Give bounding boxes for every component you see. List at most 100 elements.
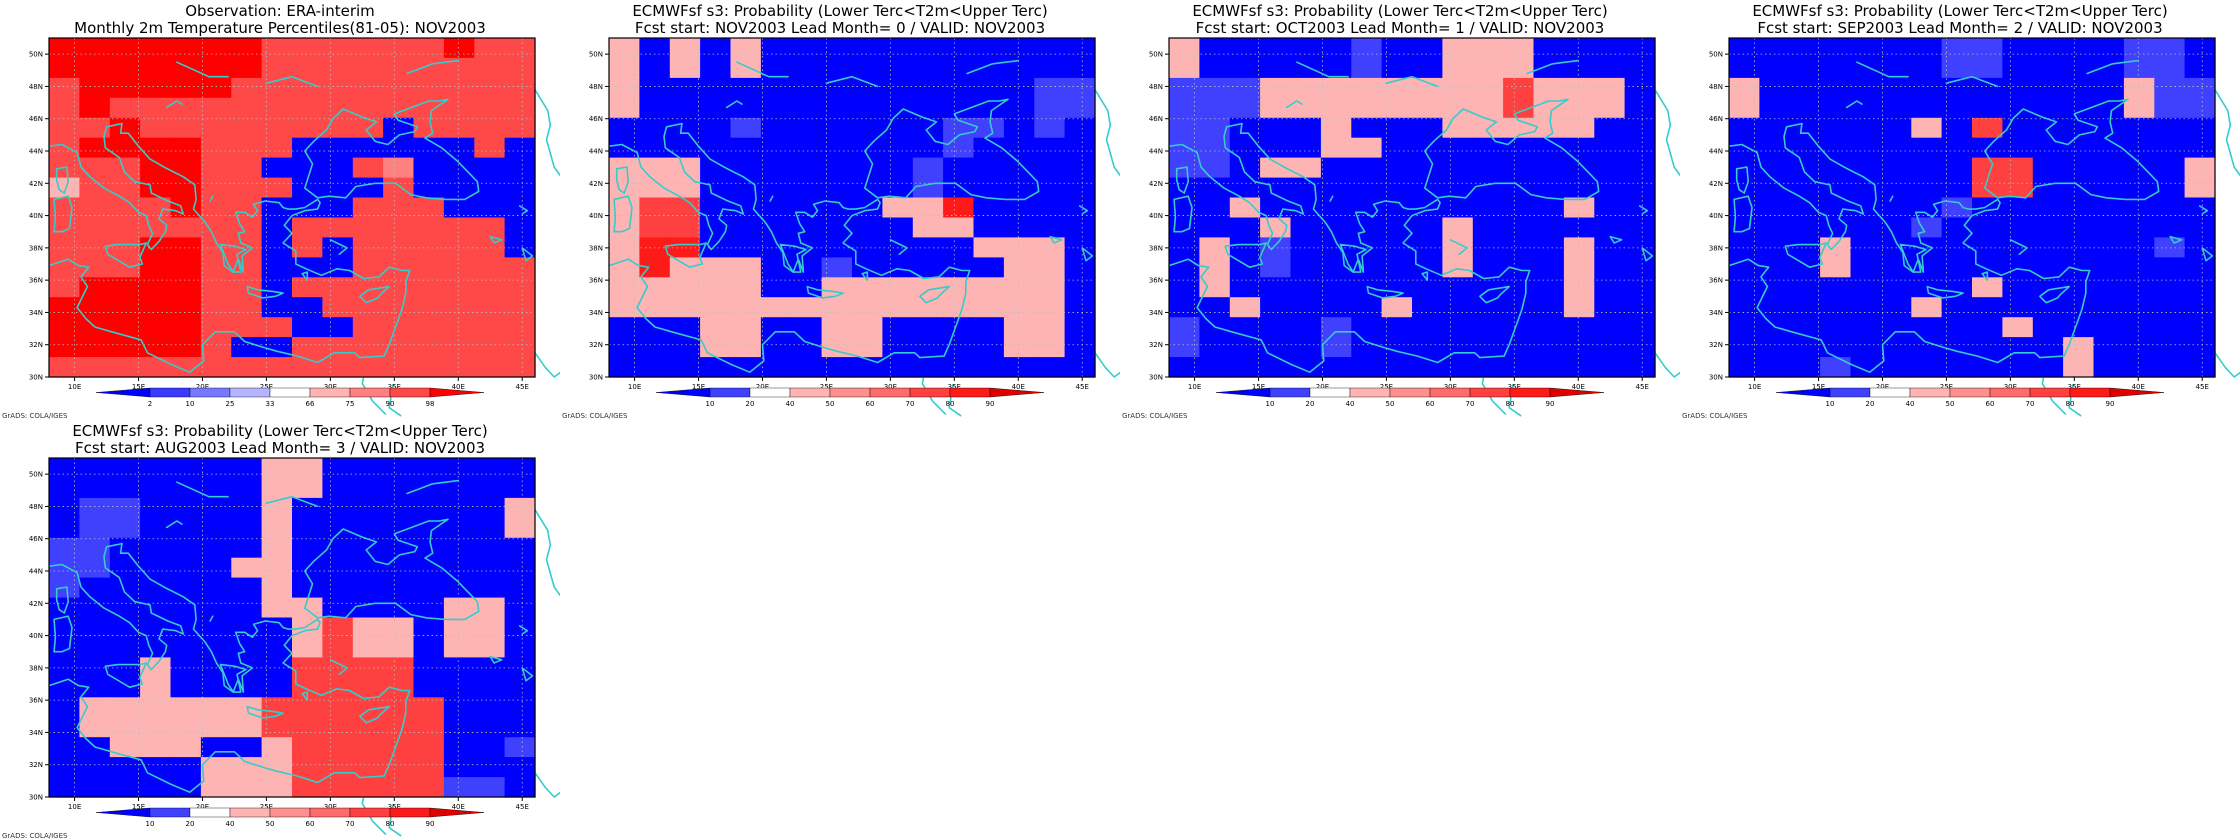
grid-cell (109, 137, 141, 159)
grid-cell (474, 517, 506, 539)
grid-cell (1820, 197, 1852, 218)
coastline-segment (534, 508, 560, 597)
grid-cell (1003, 197, 1035, 218)
coastline-segment (1733, 195, 1753, 233)
plot-frame (1168, 37, 1656, 378)
grid-cell (700, 57, 732, 79)
grid-cell (2032, 337, 2064, 358)
grid-cell (79, 177, 111, 199)
grid-cell (109, 97, 141, 119)
grid-cell (1624, 157, 1656, 179)
grid-cell (170, 337, 202, 358)
grads-watermark: GrADS: COLA/IGES (2, 412, 68, 420)
grid-cell (474, 197, 506, 218)
coastline-segment (1224, 242, 1267, 269)
grid-cell (292, 117, 323, 139)
grid-cell (1624, 137, 1656, 159)
grid-cell (700, 77, 732, 99)
grid-cell (322, 57, 354, 79)
grid-cell (49, 237, 80, 258)
grid-cell (109, 477, 141, 499)
grid-cell (1503, 77, 1535, 99)
grid-cell (79, 357, 111, 378)
grid-cell (1563, 177, 1595, 199)
grid-cell (322, 458, 354, 479)
grid-cell (2154, 337, 2186, 358)
grid-cell (1880, 177, 1912, 199)
grid-cell (322, 637, 354, 658)
grid-cell (109, 777, 141, 798)
grid-cell (413, 777, 445, 798)
grid-cell (912, 157, 944, 179)
grid-cell (1320, 277, 1352, 298)
grid-cell (383, 617, 415, 638)
grid-cell (504, 297, 536, 318)
grid-cell (1320, 117, 1352, 139)
grid-cell (669, 38, 701, 59)
colorbar-label: 50 (826, 400, 835, 408)
grid-cell (943, 197, 975, 218)
grid-cell (2032, 277, 2064, 298)
grid-cell (170, 557, 202, 579)
colorbar: 10 20 40 50 60 70 80 90 (1775, 387, 2165, 408)
grid-cell (973, 177, 1005, 199)
grid-cell (1624, 197, 1656, 218)
grid-cell (1880, 297, 1912, 318)
grid-cell (1064, 357, 1096, 378)
grid-cell (504, 577, 536, 599)
grid-cell (1351, 337, 1383, 358)
grid-cell (322, 757, 354, 778)
grid-cell (1381, 317, 1413, 338)
grid-cell (383, 97, 415, 119)
lat-tick-label: 46N (29, 535, 43, 543)
grid-cell (231, 597, 263, 619)
lat-tick-label: 32N (589, 341, 603, 349)
grid-cell (2184, 197, 2216, 218)
grid-cell (639, 277, 671, 298)
grid-cell (1229, 38, 1261, 59)
grid-cell (261, 197, 293, 218)
coastline-segment (176, 481, 229, 498)
grid-cell (170, 257, 202, 278)
grid-cell (79, 277, 111, 298)
grid-cell (1472, 237, 1504, 258)
lat-tick-label: 44N (589, 148, 603, 156)
grid-cell (852, 357, 883, 378)
grid-cell (821, 277, 853, 298)
grid-cell (443, 757, 475, 778)
colorbar-label: 50 (266, 820, 275, 828)
grid-cell (109, 297, 141, 318)
grid-cell (261, 157, 293, 179)
grid-cell (609, 277, 640, 298)
grid-cell (1533, 197, 1565, 218)
grid-cell (292, 97, 323, 119)
grid-cell (1941, 177, 1973, 199)
grid-cell (474, 497, 506, 519)
grid-cell (730, 197, 762, 218)
grid-cell (1229, 97, 1261, 119)
grid-cell (170, 117, 202, 139)
lon-tick-label: 35E (948, 383, 961, 391)
coastline-segment (358, 705, 391, 724)
grid-cell (1624, 297, 1656, 318)
grid-cell (1199, 257, 1231, 278)
grid-cell (474, 137, 506, 159)
grid-cell (109, 357, 141, 378)
grid-cell (474, 657, 506, 678)
grid-cell (231, 38, 263, 59)
grid-cell (352, 137, 384, 159)
grid-cell (1850, 38, 1882, 59)
grid-cell (669, 77, 701, 99)
grid-cell (474, 697, 506, 718)
grid-cell (79, 197, 111, 218)
grid-cell (413, 38, 445, 59)
map-canvas: 10E 15E 20E 25E 30E 35E 40E 45E30N32N34N36N38N4… (1149, 37, 1680, 417)
lat-tick-label: 36N (1149, 277, 1163, 285)
lon-tick-label: 35E (1508, 383, 1521, 391)
grid-cell (2002, 197, 2034, 218)
grid-cell (140, 737, 172, 758)
grid-cell (1260, 317, 1292, 338)
colorbar-label: 80 (386, 820, 395, 828)
grid-cell (352, 38, 384, 59)
grid-cell (231, 477, 263, 499)
